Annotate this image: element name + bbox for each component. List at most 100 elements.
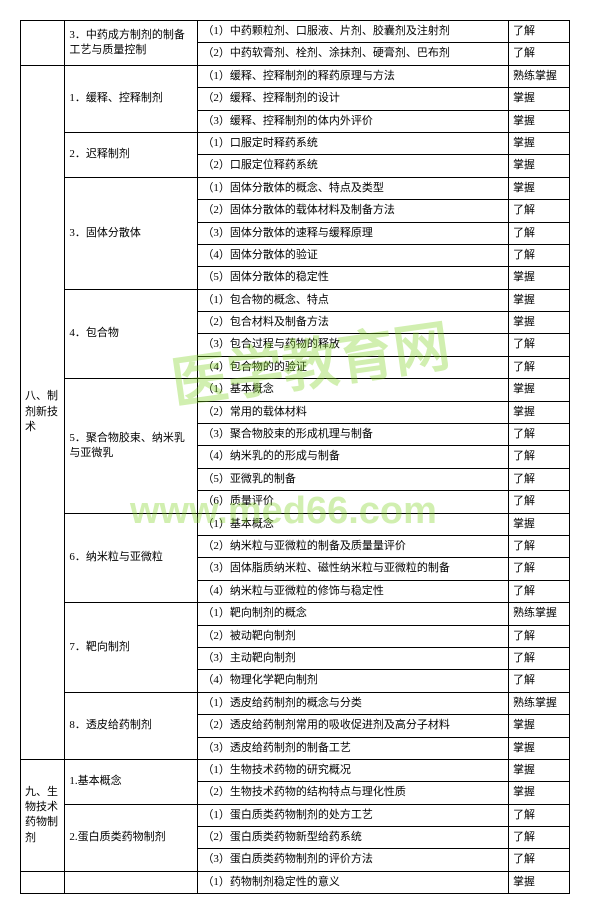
content-cell: （1）基本概念 (198, 513, 509, 535)
content-cell: （3）聚合物胶束的形成机理与制备 (198, 424, 509, 446)
content-cell: （3）固体分散体的速释与缓释原理 (198, 222, 509, 244)
table-row: 8．透皮给药制剂（1）透皮给药制剂的概念与分类熟练掌握 (21, 692, 570, 714)
subsection-cell: 1．缓释、控释制剂 (65, 65, 198, 132)
level-cell: 掌握 (508, 379, 569, 401)
subsection-cell: 2．迟释制剂 (65, 132, 198, 177)
content-cell: （1）中药颗粒剂、口服液、片剂、胶囊剂及注射剂 (198, 21, 509, 43)
subsection-cell: 5．聚合物胶束、纳米乳与亚微乳 (65, 379, 198, 513)
content-cell: （2）透皮给药制剂常用的吸收促进剂及高分子材料 (198, 715, 509, 737)
content-cell: （4）物理化学靶向制剂 (198, 670, 509, 692)
content-cell: （1）口服定时释药系统 (198, 132, 509, 154)
content-cell: （4）包合物的的验证 (198, 356, 509, 378)
level-cell: 掌握 (508, 88, 569, 110)
level-cell: 掌握 (508, 289, 569, 311)
content-cell: （4）纳米粒与亚微粒的修饰与稳定性 (198, 580, 509, 602)
subsection-cell: 2.蛋白质类药物制剂 (65, 804, 198, 871)
table-row: 6．纳米粒与亚微粒（1）基本概念掌握 (21, 513, 570, 535)
level-cell: 掌握 (508, 759, 569, 781)
level-cell: 了解 (508, 670, 569, 692)
content-cell: （1）靶向制剂的概念 (198, 603, 509, 625)
content-cell: （1）药物制剂稳定性的意义 (198, 871, 509, 893)
level-cell: 了解 (508, 468, 569, 490)
content-cell: （1）基本概念 (198, 379, 509, 401)
subsection-cell: 6．纳米粒与亚微粒 (65, 513, 198, 603)
subsection-cell: 4．包合物 (65, 289, 198, 379)
level-cell: 掌握 (508, 782, 569, 804)
content-cell: （3）透皮给药制剂的制备工艺 (198, 737, 509, 759)
level-cell: 了解 (508, 222, 569, 244)
content-cell: （1）蛋白质类药物制剂的处方工艺 (198, 804, 509, 826)
level-cell: 掌握 (508, 177, 569, 199)
content-cell: （2）口服定位释药系统 (198, 155, 509, 177)
section-cell: 八、制剂新技术 (21, 65, 65, 759)
level-cell: 掌握 (508, 513, 569, 535)
content-cell: （2）常用的载体材料 (198, 401, 509, 423)
subsection-cell: 3．固体分散体 (65, 177, 198, 289)
level-cell: 了解 (508, 446, 569, 468)
level-cell: 了解 (508, 849, 569, 871)
level-cell: 了解 (508, 804, 569, 826)
level-cell: 了解 (508, 424, 569, 446)
level-cell: 掌握 (508, 312, 569, 334)
syllabus-table: 3．中药成方制剂的制备工艺与质量控制（1）中药颗粒剂、口服液、片剂、胶囊剂及注射… (20, 20, 570, 894)
content-cell: （1）固体分散体的概念、特点及类型 (198, 177, 509, 199)
content-cell: （1）包合物的概念、特点 (198, 289, 509, 311)
content-cell: （3）固体脂质纳米粒、磁性纳米粒与亚微粒的制备 (198, 558, 509, 580)
section-cell (21, 21, 65, 66)
level-cell: 熟练掌握 (508, 65, 569, 87)
content-cell: （2）中药软膏剂、栓剂、涂抹剂、硬膏剂、巴布剂 (198, 43, 509, 65)
table-row: 7．靶向制剂（1）靶向制剂的概念熟练掌握 (21, 603, 570, 625)
content-cell: （4）固体分散体的验证 (198, 244, 509, 266)
table-row: （1）药物制剂稳定性的意义掌握 (21, 871, 570, 893)
content-cell: （3）蛋白质类药物制剂的评价方法 (198, 849, 509, 871)
table-row: 3．中药成方制剂的制备工艺与质量控制（1）中药颗粒剂、口服液、片剂、胶囊剂及注射… (21, 21, 570, 43)
content-cell: （4）纳米乳的的形成与制备 (198, 446, 509, 468)
level-cell: 了解 (508, 625, 569, 647)
table-row: 5．聚合物胶束、纳米乳与亚微乳（1）基本概念掌握 (21, 379, 570, 401)
content-cell: （6）质量评价 (198, 491, 509, 513)
subsection-cell (65, 871, 198, 893)
level-cell: 了解 (508, 647, 569, 669)
content-cell: （5）亚微乳的制备 (198, 468, 509, 490)
level-cell: 掌握 (508, 155, 569, 177)
level-cell: 熟练掌握 (508, 692, 569, 714)
content-cell: （3）主动靶向制剂 (198, 647, 509, 669)
level-cell: 了解 (508, 334, 569, 356)
content-cell: （2）蛋白质类药物新型给药系统 (198, 827, 509, 849)
level-cell: 了解 (508, 21, 569, 43)
subsection-cell: 7．靶向制剂 (65, 603, 198, 693)
level-cell: 了解 (508, 558, 569, 580)
table-row: 3．固体分散体（1）固体分散体的概念、特点及类型掌握 (21, 177, 570, 199)
subsection-cell: 3．中药成方制剂的制备工艺与质量控制 (65, 21, 198, 66)
level-cell: 熟练掌握 (508, 603, 569, 625)
content-cell: （3）缓释、控释制剂的体内外评价 (198, 110, 509, 132)
content-cell: （2）包合材料及制备方法 (198, 312, 509, 334)
table-row: 八、制剂新技术1．缓释、控释制剂（1）缓释、控释制剂的释药原理与方法熟练掌握 (21, 65, 570, 87)
table-row: 4．包合物（1）包合物的概念、特点掌握 (21, 289, 570, 311)
content-cell: （3）包合过程与药物的释放 (198, 334, 509, 356)
content-cell: （2）生物技术药物的结构特点与理化性质 (198, 782, 509, 804)
content-cell: （2）纳米粒与亚微粒的制备及质量量评价 (198, 535, 509, 557)
level-cell: 掌握 (508, 401, 569, 423)
section-cell (21, 871, 65, 893)
level-cell: 了解 (508, 827, 569, 849)
level-cell: 掌握 (508, 267, 569, 289)
level-cell: 掌握 (508, 715, 569, 737)
level-cell: 掌握 (508, 110, 569, 132)
subsection-cell: 8．透皮给药制剂 (65, 692, 198, 759)
level-cell: 了解 (508, 580, 569, 602)
table-row: 2．迟释制剂（1）口服定时释药系统掌握 (21, 132, 570, 154)
content-cell: （5）固体分散体的稳定性 (198, 267, 509, 289)
level-cell: 了解 (508, 43, 569, 65)
subsection-cell: 1.基本概念 (65, 759, 198, 804)
content-cell: （2）缓释、控释制剂的设计 (198, 88, 509, 110)
content-cell: （1）生物技术药物的研究概况 (198, 759, 509, 781)
content-cell: （1）缓释、控释制剂的释药原理与方法 (198, 65, 509, 87)
section-cell: 九、生物技术药物制剂 (21, 759, 65, 871)
level-cell: 了解 (508, 200, 569, 222)
level-cell: 掌握 (508, 871, 569, 893)
level-cell: 了解 (508, 356, 569, 378)
content-cell: （1）透皮给药制剂的概念与分类 (198, 692, 509, 714)
level-cell: 了解 (508, 535, 569, 557)
level-cell: 掌握 (508, 132, 569, 154)
